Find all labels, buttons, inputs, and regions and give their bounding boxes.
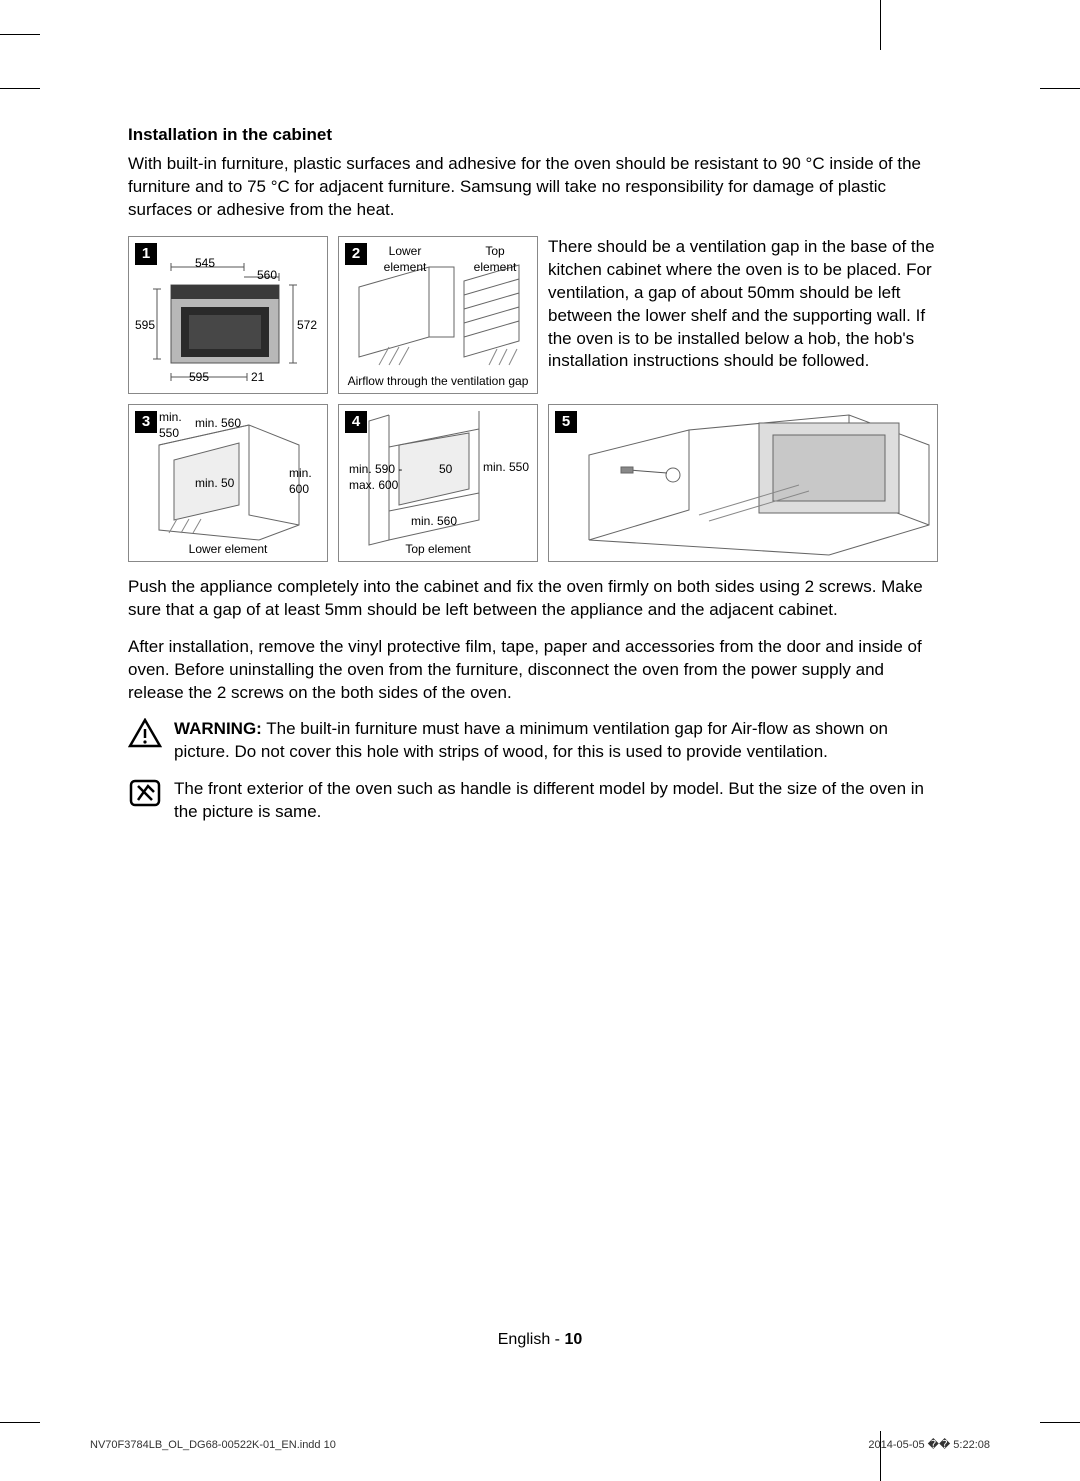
dim-595b: 595 (189, 369, 209, 385)
diagram-panel-2: 2 Lower element Top element Airflow thro… (338, 236, 538, 394)
dim-50: 50 (439, 461, 452, 477)
intro-paragraph: With built-in furniture, plastic surface… (128, 153, 938, 222)
screw-mount-svg (549, 405, 939, 563)
dim-min550: min. 550 (159, 409, 193, 441)
dim-572: 572 (297, 317, 317, 333)
dim-545: 545 (195, 255, 215, 271)
page-content: Installation in the cabinet With built-i… (128, 124, 938, 838)
diagram-panel-5: 5 (548, 404, 938, 562)
warning-block: WARNING: The built-in furniture must hav… (128, 718, 938, 764)
dim-min550: min. 550 (483, 459, 531, 475)
print-meta: NV70F3784LB_OL_DG68-00522K-01_EN.indd 10… (90, 1438, 990, 1453)
dim-min560: min. 560 (195, 415, 241, 431)
warning-label: WARNING: (174, 719, 262, 738)
dim-595a: 595 (135, 317, 155, 333)
dim-min600: min. 600 (289, 465, 325, 497)
meta-date: 2014-05-05 �� 5:22:08 (868, 1438, 990, 1453)
diagram-panel-4: 4 min. 590 -max. 600 50 min. 550 min. 56… (338, 404, 538, 562)
meta-file: NV70F3784LB_OL_DG68-00522K-01_EN.indd 10 (90, 1438, 336, 1453)
dim-21: 21 (251, 369, 264, 385)
footer-lang: English - (498, 1331, 565, 1348)
side-paragraph: There should be a ventilation gap in the… (548, 236, 938, 374)
warning-text: WARNING: The built-in furniture must hav… (174, 718, 938, 764)
dim-min590: min. 590 -max. 600 (349, 461, 403, 493)
label-top: Top element (465, 243, 525, 275)
paragraph-2: Push the appliance completely into the c… (128, 576, 938, 622)
dim-min50: min. 50 (195, 475, 234, 491)
note-text: The front exterior of the oven such as h… (174, 778, 938, 824)
note-block: The front exterior of the oven such as h… (128, 778, 938, 824)
dim-560: 560 (257, 267, 277, 283)
oven-front-svg (129, 237, 329, 395)
section-heading: Installation in the cabinet (128, 124, 938, 147)
label-lower: Lower element (375, 243, 435, 275)
diagram-panel-1: 1 545 560 (128, 236, 328, 394)
diagram-grid: 1 545 560 (128, 236, 938, 566)
dim-min560: min. 560 (411, 513, 457, 529)
warning-body: The built-in furniture must have a minim… (174, 719, 888, 761)
panel4-caption: Top element (339, 541, 537, 557)
page-footer: English - 10 (0, 1329, 1080, 1351)
panel3-caption: Lower element (129, 541, 327, 557)
footer-page: 10 (564, 1331, 582, 1348)
paragraph-3: After installation, remove the vinyl pro… (128, 636, 938, 705)
diagram-panel-3: 3 min. 550 min. 560 min. 50 min. 600 Low… (128, 404, 328, 562)
panel2-caption: Airflow through the ventilation gap (339, 373, 537, 389)
